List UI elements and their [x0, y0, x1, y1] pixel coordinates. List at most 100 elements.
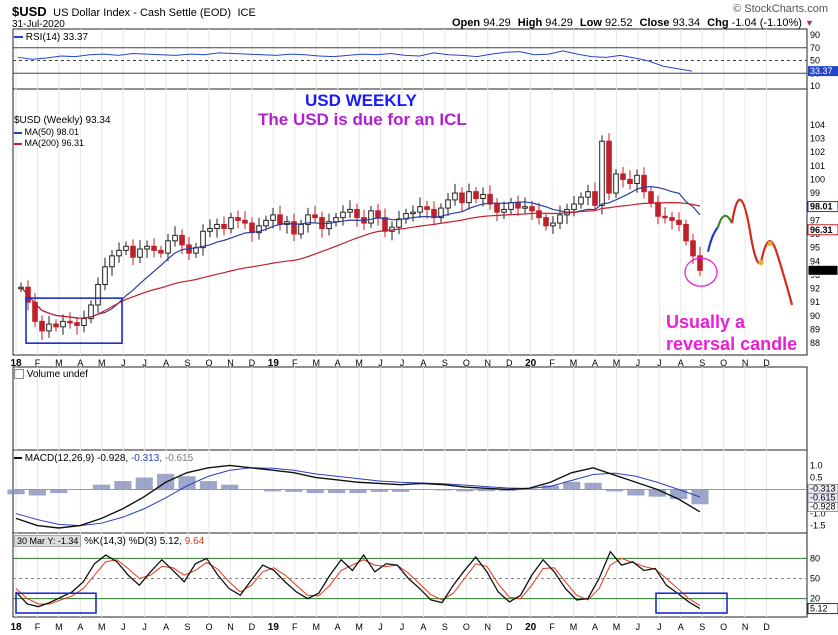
price-candle [46, 323, 52, 332]
price-month-label: N [485, 358, 492, 368]
price-month-label: D [763, 358, 770, 368]
price-candle [333, 217, 339, 223]
macd-value: -0.928, [97, 453, 129, 464]
price-candle [116, 249, 122, 257]
price-candle [620, 173, 626, 180]
low-value: 92.52 [604, 17, 633, 29]
macd-swatch [14, 457, 22, 460]
price-candle [81, 318, 87, 326]
price-candle [522, 206, 528, 209]
stoch-month-label: N [227, 622, 234, 632]
stoch-low-box-right [655, 592, 728, 614]
price-candle [515, 202, 521, 209]
price-candle [312, 214, 318, 219]
macd-hist-bar [349, 489, 367, 494]
stoch-month-label: M [55, 622, 63, 632]
price-candle [627, 178, 633, 185]
stoch-month-label: M [355, 622, 363, 632]
price-tick-label: 94 [810, 256, 820, 266]
price-candle [578, 196, 584, 205]
macd-tick-label: 0.5 [810, 472, 823, 482]
macd-hist-bar [477, 489, 495, 492]
price-candle [662, 215, 668, 219]
stoch-month-label: F [549, 622, 555, 632]
stoch-month-label: D [506, 622, 513, 632]
macd-legend-name: MACD(12,26,9) [24, 453, 95, 464]
macd-hist-bar [178, 476, 196, 490]
price-month-label: O [720, 358, 727, 368]
stoch-month-label: A [77, 622, 83, 632]
price-candle [571, 203, 577, 210]
macd-hist-bar [499, 489, 517, 491]
price-month-label: S [185, 358, 191, 368]
price-candle [613, 173, 619, 194]
stoch-month-label: 19 [268, 622, 280, 633]
price-month-label: D [506, 358, 513, 368]
stoch-month-label: J [121, 622, 126, 632]
price-tick-label: 101 [810, 161, 825, 171]
macd-hist-bar [221, 484, 239, 490]
ma50-legend-text: MA(50) 98.01 [24, 127, 80, 137]
price-candle [690, 240, 696, 257]
price-candle [214, 223, 220, 230]
macd-value-label: -0.313 [810, 483, 836, 493]
high-value: 94.29 [545, 17, 573, 29]
price-tick-label: 90 [810, 311, 820, 321]
stoch-month-label: D [763, 622, 770, 632]
projection-red-segment [730, 198, 794, 306]
price-candle [221, 223, 227, 230]
rsi-tick-label: 50 [810, 56, 820, 66]
price-candle [410, 211, 416, 215]
macd-tick-label: 1.0 [810, 460, 823, 470]
stoch-month-label: O [720, 622, 727, 632]
price-candle [102, 266, 108, 285]
price-candle [669, 217, 675, 221]
ma200-legend: MA(200) 96.31 [14, 138, 84, 148]
ma200-swatch [14, 142, 22, 145]
price-legend: $USD (Weekly) 93.34 [14, 115, 111, 126]
stoch-month-label: J [400, 622, 405, 632]
volume-legend: Volume undef [14, 369, 88, 380]
chg-label: Chg [707, 17, 729, 29]
price-candle [256, 225, 262, 234]
price-last-label-box [807, 264, 838, 276]
ma50-line [20, 185, 701, 319]
price-candle [109, 255, 115, 268]
macd-hist-bar [670, 489, 688, 500]
stoch-last-label: 5.12 [810, 604, 828, 614]
macd-hist-bar [370, 489, 388, 492]
macd-tick-label: -1.5 [810, 521, 826, 531]
stoch-month-label: A [420, 622, 426, 632]
ma200-last-label-box [807, 224, 838, 236]
price-candle [172, 234, 178, 242]
price-candle [697, 255, 703, 271]
stoch-month-label: M [98, 622, 106, 632]
macd-hist-bar [456, 489, 474, 492]
price-candle [354, 208, 360, 219]
rsi-legend: RSI(14) 33.37 [14, 32, 88, 43]
price-candle [550, 222, 556, 227]
stoch-month-label: 20 [525, 622, 537, 633]
price-candle [536, 210, 542, 219]
stoch-legend-name: %K(14,3) %D(3) [84, 536, 157, 547]
price-candle [501, 208, 507, 213]
stoch-month-label: S [442, 622, 448, 632]
price-candle [480, 193, 486, 200]
stoch-month-label: M [613, 622, 621, 632]
price-candle [641, 174, 647, 193]
price-candle [270, 214, 276, 221]
price-candle [459, 192, 465, 204]
price-month-label: S [442, 358, 448, 368]
price-candle [207, 228, 213, 232]
price-month-label: A [592, 358, 598, 368]
stoch-month-label: A [335, 622, 341, 632]
price-candle [74, 322, 80, 326]
macd-hist-bar [584, 482, 602, 490]
price-month-label: A [335, 358, 341, 368]
stoch-month-label: S [185, 622, 191, 632]
price-candle [60, 320, 66, 328]
price-month-label: A [420, 358, 426, 368]
stoch-month-label: J [636, 622, 641, 632]
price-month-label: A [77, 358, 83, 368]
